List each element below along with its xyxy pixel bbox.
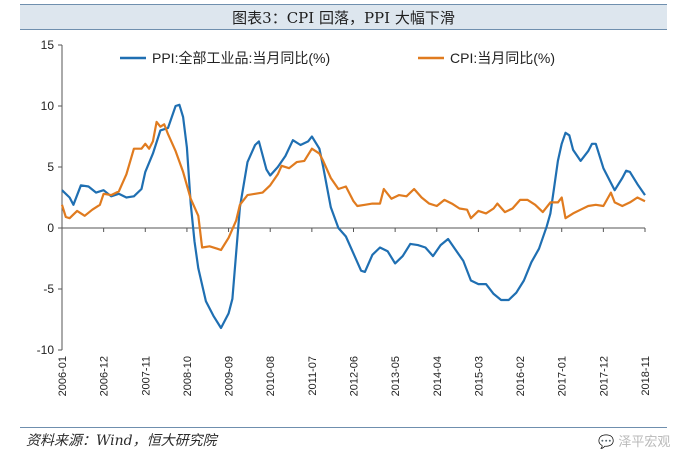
x-tick-label: 2013-05 [390, 356, 402, 396]
x-tick-label: 2010-08 [265, 356, 277, 396]
y-tick-label: -5 [43, 282, 54, 296]
source-note: 资料来源：Wind，恒大研究院 [26, 433, 217, 449]
y-tick-label: 15 [41, 38, 55, 52]
watermark: 💬 泽平宏观 [598, 431, 670, 450]
x-tick-label: 2009-09 [224, 356, 236, 396]
series-line-ppi [61, 103, 646, 330]
x-tick-label: 2015-03 [473, 356, 485, 396]
legend-label: PPI:全部工业品:当月同比(%) [152, 50, 330, 66]
x-tick-label: 2006-12 [99, 356, 111, 396]
x-tick-label: 2017-12 [598, 356, 610, 396]
x-tick-label: 2012-06 [349, 356, 361, 396]
x-tick-label: 2018-11 [640, 356, 652, 396]
x-tick-label: 2017-01 [557, 356, 569, 396]
watermark-text: 泽平宏观 [618, 435, 671, 450]
footer-divider [20, 427, 667, 428]
legend-label: CPI:当月同比(%) [450, 50, 555, 66]
wechat-icon: 💬 [598, 435, 615, 450]
y-tick-label: 0 [47, 221, 54, 235]
series-line-cpi [60, 120, 646, 252]
x-tick-label: 2016-02 [515, 356, 527, 396]
x-tick-label: 2006-01 [57, 356, 69, 396]
y-tick-label: 10 [41, 99, 55, 113]
chart-title: 图表3：CPI 回落，PPI 大幅下滑 [20, 4, 667, 30]
y-tick-label: -10 [37, 343, 55, 357]
y-tick-label: 5 [47, 160, 54, 174]
x-tick-label: 2008-10 [182, 356, 194, 396]
x-tick-label: 2007-11 [140, 356, 152, 396]
x-tick-label: 2014-04 [432, 356, 444, 396]
line-chart: -10 -5 0 5 10 15 2006-01 2006-12 2007-11 2008-10 2… [37, 38, 652, 396]
x-tick-label: 2011-07 [307, 356, 319, 396]
